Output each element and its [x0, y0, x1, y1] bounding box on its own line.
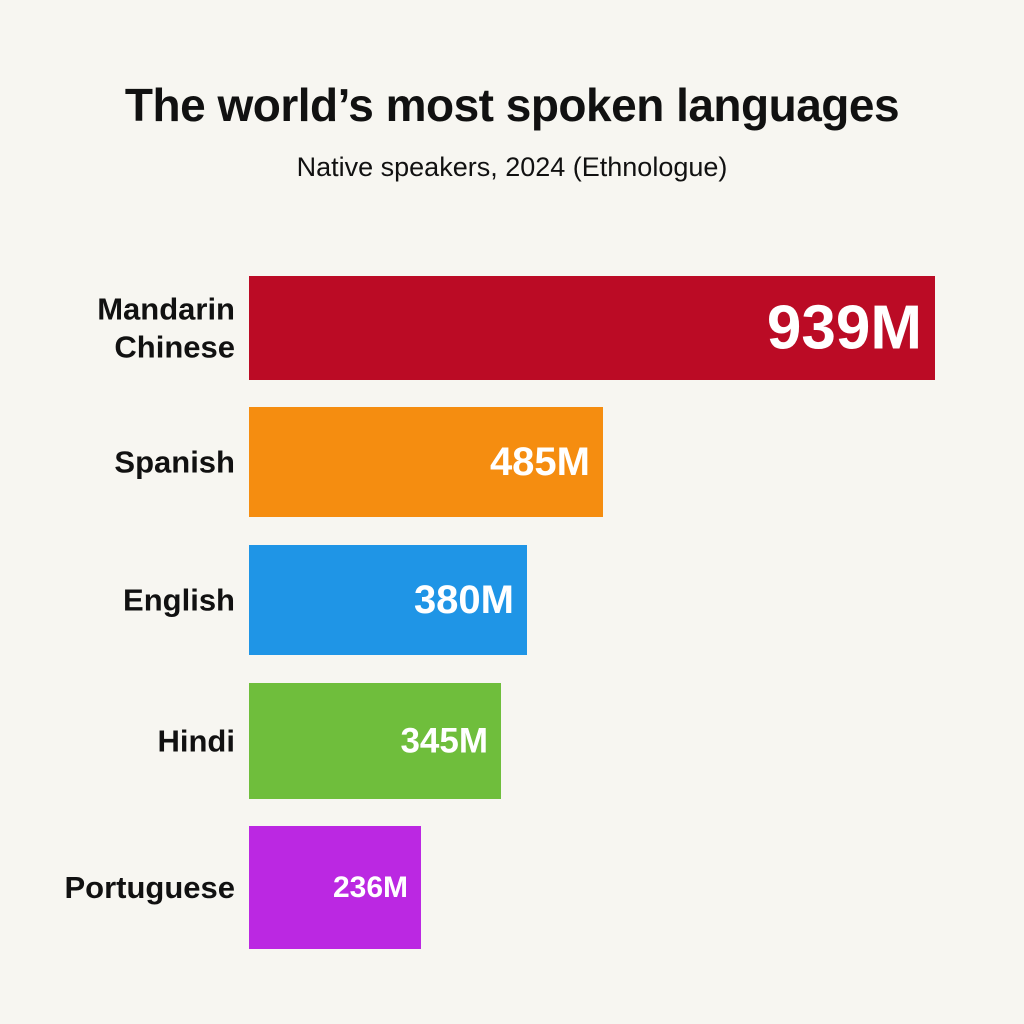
- chart-title: The world’s most spoken languages: [124, 79, 900, 131]
- category-label-line: Mandarin: [97, 292, 235, 327]
- bar-hindi: [249, 683, 501, 799]
- value-label-mandarin-chinese: 939M: [767, 294, 922, 363]
- labels-layer: 939M Mandarin Chinese 485M Spanish 380M Englis…: [64, 292, 922, 906]
- category-label-line: Spanish: [114, 445, 235, 480]
- bars-layer: [249, 276, 935, 949]
- chart-subtitle: Native speakers, 2024 (Ethnologue): [296, 152, 728, 182]
- bar-english: [249, 545, 527, 655]
- category-label-line: English: [123, 583, 235, 618]
- category-label-spanish: Spanish: [114, 445, 235, 480]
- value-label-portuguese: 236M: [333, 871, 408, 904]
- value-label-hindi: 345M: [400, 722, 488, 761]
- bar-portuguese: [249, 826, 421, 949]
- category-label-line: Chinese: [114, 330, 235, 365]
- value-label-spanish: 485M: [490, 440, 590, 484]
- category-label-mandarin-chinese: Mandarin Chinese: [97, 292, 235, 365]
- category-label-line: Hindi: [158, 724, 236, 759]
- bar-spanish: [249, 407, 603, 517]
- bar-mandarin-chinese: [249, 276, 935, 380]
- category-label-line: Portuguese: [64, 870, 235, 905]
- category-label-hindi: Hindi: [158, 724, 236, 759]
- category-label-portuguese: Portuguese: [64, 870, 235, 905]
- value-label-english: 380M: [414, 578, 514, 622]
- category-label-english: English: [123, 583, 235, 618]
